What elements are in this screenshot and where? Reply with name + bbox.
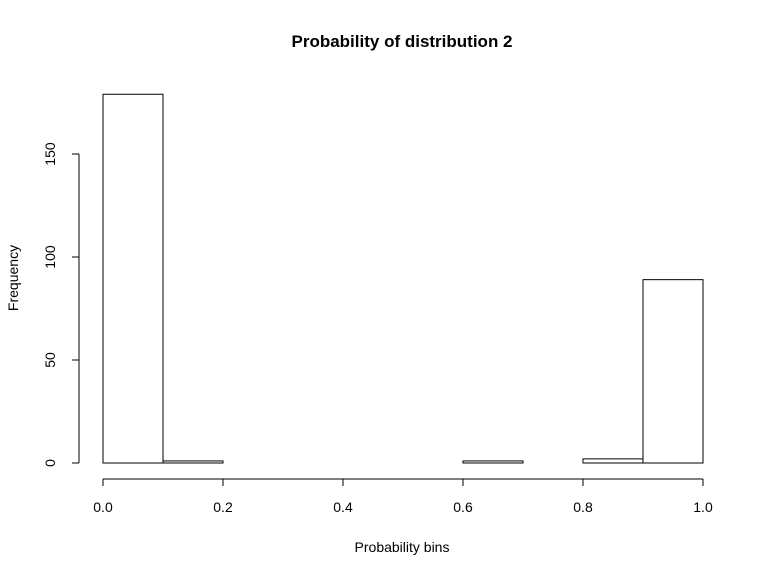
- x-tick-label: 0.2: [213, 499, 233, 515]
- x-tick-label: 0.8: [573, 499, 593, 515]
- y-axis-label: Frequency: [5, 245, 21, 311]
- x-tick-label: 0.0: [93, 499, 113, 515]
- x-tick-label: 0.4: [333, 499, 353, 515]
- y-tick-label: 150: [42, 142, 58, 166]
- y-axis: 0 50 100 150: [42, 142, 80, 467]
- histogram-bar: [462, 460, 524, 464]
- y-tick-label: 0: [42, 459, 58, 467]
- x-axis-label: Probability bins: [355, 539, 450, 555]
- x-tick-label: 1.0: [693, 499, 713, 515]
- bars-group: [102, 93, 704, 464]
- histogram-bar: [642, 279, 704, 464]
- chart-title: Probability of distribution 2: [292, 32, 513, 51]
- y-tick-label: 100: [42, 245, 58, 269]
- x-axis: 0.0 0.2 0.4 0.6 0.8 1.0: [93, 478, 713, 515]
- histogram-bar: [582, 458, 644, 464]
- y-tick-label: 50: [42, 352, 58, 368]
- x-tick-label: 0.6: [453, 499, 473, 515]
- histogram-bar: [102, 93, 164, 464]
- histogram-bar: [162, 460, 224, 464]
